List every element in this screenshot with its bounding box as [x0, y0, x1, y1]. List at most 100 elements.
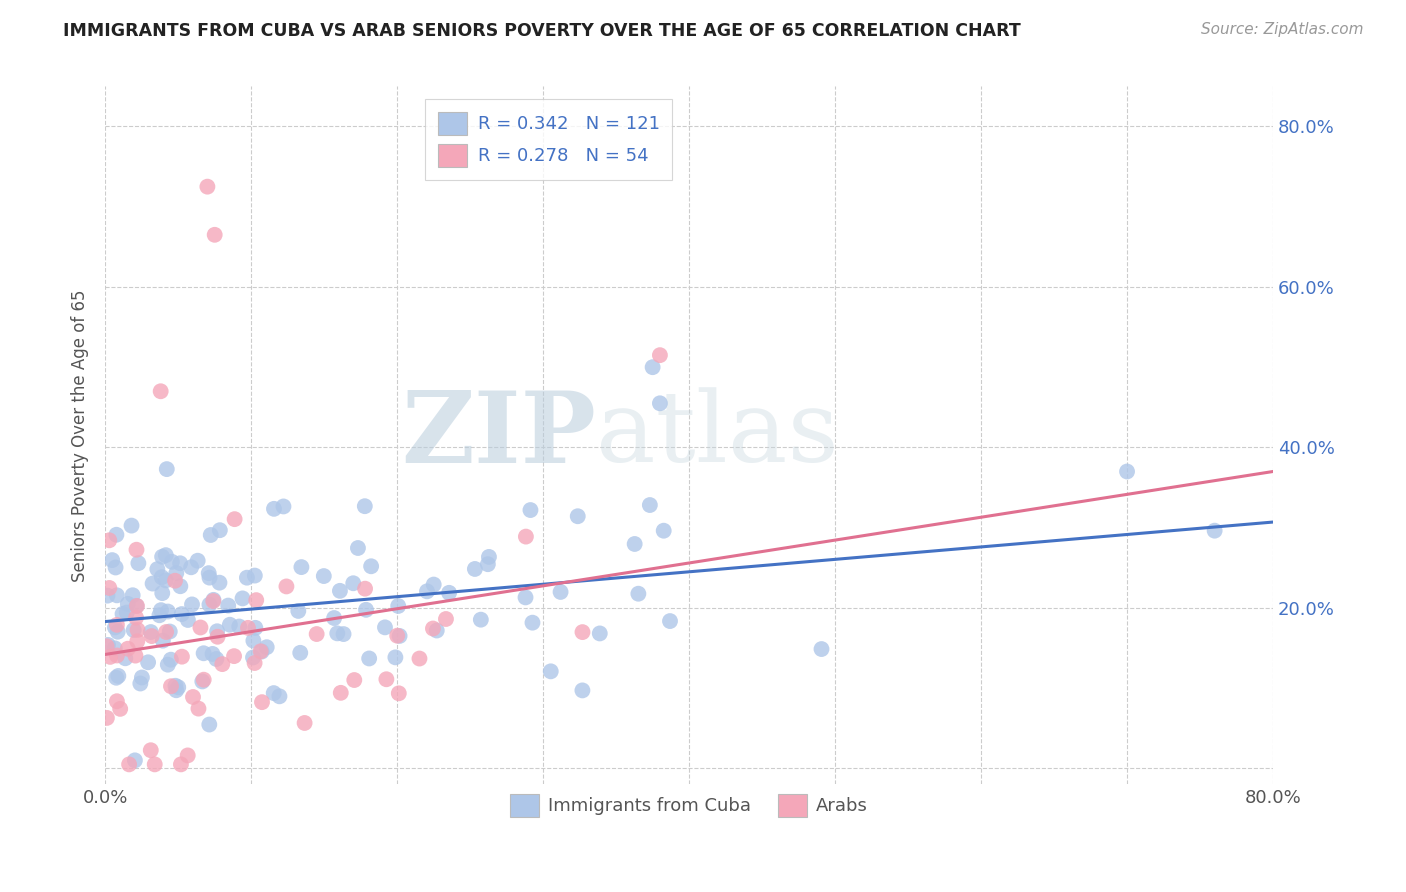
Point: [426, 624, 449, 638]
Point: [416, 584, 439, 599]
Point: [571, 625, 593, 640]
Point: [176, 748, 198, 763]
Point: [408, 651, 430, 665]
Point: [243, 568, 266, 582]
Point: [208, 523, 231, 537]
Point: [343, 673, 366, 687]
Point: [263, 501, 285, 516]
Point: [243, 656, 266, 670]
Point: [150, 570, 173, 584]
Y-axis label: Seniors Poverty Over the Age of 65: Seniors Poverty Over the Age of 65: [72, 289, 89, 582]
Point: [127, 556, 149, 570]
Point: [198, 598, 221, 612]
Point: [170, 607, 193, 621]
Point: [242, 650, 264, 665]
Point: [201, 647, 224, 661]
Point: [641, 360, 664, 375]
Point: [332, 627, 354, 641]
Point: [115, 606, 138, 620]
Point: [139, 625, 162, 640]
Point: [550, 585, 572, 599]
Point: [207, 630, 229, 644]
Point: [96, 711, 118, 725]
Point: [96, 589, 118, 603]
Point: [170, 649, 193, 664]
Point: [477, 558, 499, 572]
Point: [290, 560, 312, 574]
Point: [388, 629, 411, 643]
Point: [648, 348, 671, 362]
Point: [464, 562, 486, 576]
Point: [627, 587, 650, 601]
Point: [181, 690, 204, 704]
Point: [198, 571, 221, 585]
Point: [638, 498, 661, 512]
Point: [156, 657, 179, 672]
Point: [98, 581, 121, 595]
Point: [312, 569, 335, 583]
Point: [131, 671, 153, 685]
Point: [156, 462, 179, 476]
Point: [218, 617, 240, 632]
Point: [205, 652, 228, 666]
Point: [125, 610, 148, 624]
Point: [519, 503, 541, 517]
Point: [165, 566, 187, 580]
Point: [117, 597, 139, 611]
Point: [273, 500, 295, 514]
Point: [139, 743, 162, 757]
Point: [360, 559, 382, 574]
Point: [294, 715, 316, 730]
Point: [623, 537, 645, 551]
Point: [105, 588, 128, 602]
Point: [359, 651, 381, 665]
Point: [648, 396, 671, 410]
Point: [522, 615, 544, 630]
Point: [124, 753, 146, 767]
Point: [148, 608, 170, 623]
Point: [152, 633, 174, 648]
Point: [204, 227, 226, 242]
Point: [329, 583, 352, 598]
Point: [200, 528, 222, 542]
Point: [141, 629, 163, 643]
Point: [163, 574, 186, 588]
Point: [388, 686, 411, 700]
Point: [242, 633, 264, 648]
Point: [127, 634, 149, 648]
Point: [101, 553, 124, 567]
Point: [117, 641, 139, 656]
Point: [384, 650, 406, 665]
Point: [111, 607, 134, 621]
Point: [1204, 524, 1226, 538]
Point: [222, 649, 245, 664]
Point: [105, 694, 128, 708]
Point: [437, 586, 460, 600]
Point: [165, 679, 187, 693]
Point: [652, 524, 675, 538]
Point: [187, 554, 209, 568]
Point: [515, 591, 537, 605]
Point: [250, 695, 273, 709]
Point: [155, 548, 177, 562]
Point: [124, 648, 146, 663]
Point: [387, 599, 409, 613]
Point: [180, 560, 202, 574]
Text: atlas: atlas: [596, 387, 838, 483]
Point: [105, 671, 128, 685]
Point: [143, 757, 166, 772]
Point: [263, 686, 285, 700]
Point: [165, 683, 187, 698]
Point: [187, 701, 209, 715]
Point: [422, 577, 444, 591]
Point: [193, 646, 215, 660]
Point: [478, 549, 501, 564]
Point: [107, 624, 129, 639]
Text: Source: ZipAtlas.com: Source: ZipAtlas.com: [1201, 22, 1364, 37]
Point: [96, 640, 118, 654]
Point: [170, 757, 193, 772]
Point: [329, 686, 352, 700]
Point: [205, 624, 228, 639]
Point: [287, 604, 309, 618]
Point: [97, 638, 120, 652]
